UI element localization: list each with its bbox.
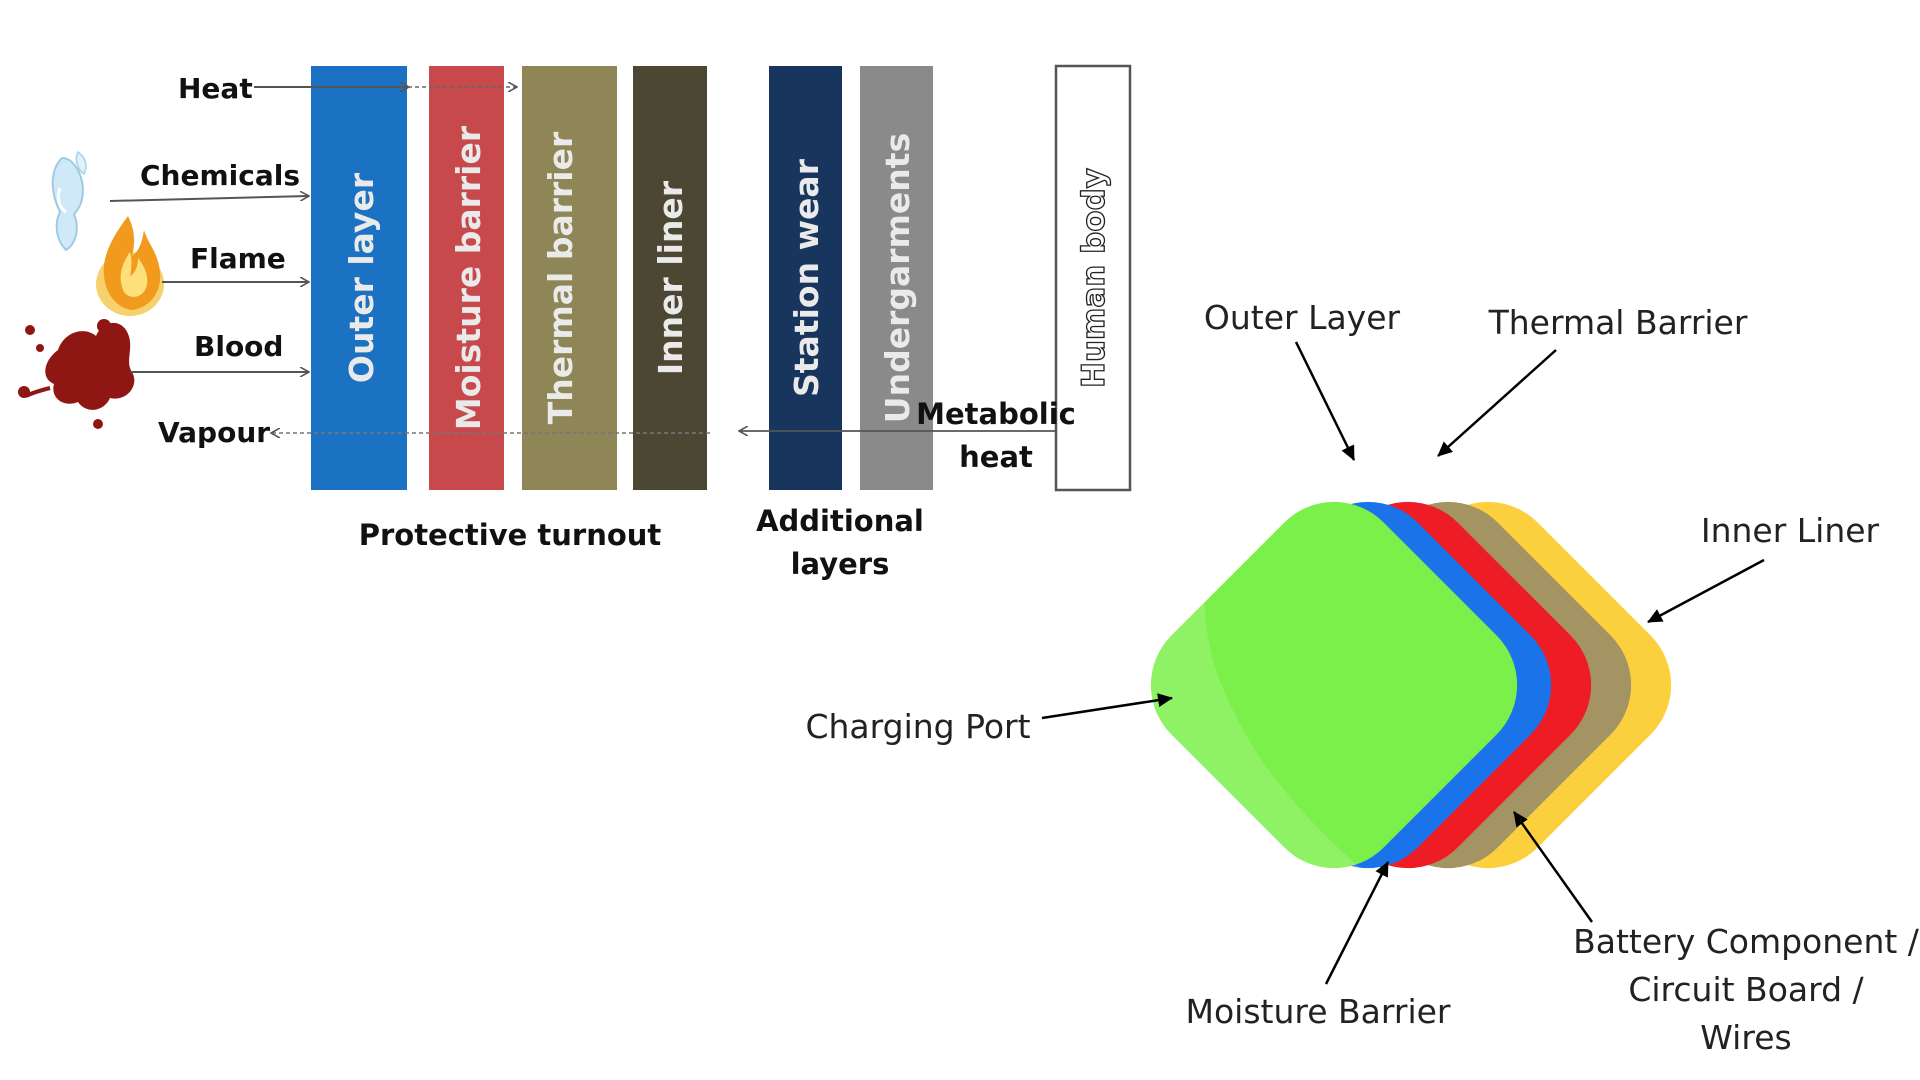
heat-label: Heat <box>178 72 253 105</box>
human-body-label: Human body <box>1076 168 1112 388</box>
metabolic-heat-label-line1: Metabolic <box>916 397 1076 431</box>
chemicals-label: Chemicals <box>140 159 300 192</box>
charging-port-highlight <box>1122 440 1360 873</box>
flame-label: Flame <box>190 242 286 275</box>
thermal-barrier-column <box>522 66 617 490</box>
outer-layer-column <box>311 66 407 490</box>
charging-port-shape <box>1150 501 1518 869</box>
flame-icon <box>96 216 164 316</box>
metabolic-heat-label-line2: heat <box>959 440 1033 474</box>
station-wear-label: Station wear <box>787 158 826 397</box>
inner-liner-pointer <box>1647 558 1765 624</box>
protective-turnout-label: Protective turnout <box>359 518 662 552</box>
station-wear-column <box>769 66 842 490</box>
moisture-barrier-callout: Moisture Barrier <box>1186 992 1451 1031</box>
chemicals-arrow <box>109 196 308 202</box>
inner-liner-label: Inner liner <box>651 180 690 375</box>
inner-liner-callout: Inner Liner <box>1701 511 1880 550</box>
vapour-label: Vapour <box>158 416 270 449</box>
inner-liner-column <box>633 66 707 490</box>
battery-component-callout-line3: Wires <box>1700 1018 1791 1057</box>
additional-layers-label-line2: layers <box>791 547 890 581</box>
thermal-barrier-label: Thermal barrier <box>541 131 580 424</box>
outer-layer-label: Outer layer <box>342 172 381 383</box>
battery-component-pointer <box>1512 811 1594 923</box>
human-body-column <box>1054 64 1132 492</box>
device-layers-diagram: Outer Layer Thermal Barrier Inner Liner … <box>805 298 1920 1057</box>
undergarments-label: Undergarments <box>878 133 917 423</box>
outer-layer-callout: Outer Layer <box>1204 298 1401 337</box>
firefighter-layers-diagram: Outer layer Moisture barrier Thermal bar… <box>18 64 1132 581</box>
additional-layers-label-line1: Additional <box>756 504 924 538</box>
chemicals-icon <box>51 150 87 252</box>
thermal-barrier-callout: Thermal Barrier <box>1488 303 1748 342</box>
charging-port-pointer <box>1041 693 1173 720</box>
blood-icon <box>18 319 135 429</box>
battery-component-callout-line1: Battery Component / <box>1573 922 1920 961</box>
moisture-barrier-column <box>429 66 504 490</box>
thermal-barrier-pointer <box>1437 349 1557 457</box>
moisture-barrier-pointer <box>1324 861 1390 985</box>
blood-label: Blood <box>194 330 283 363</box>
undergarments-column <box>860 66 933 490</box>
moisture-barrier-label: Moisture barrier <box>449 125 488 430</box>
outer-layer-pointer <box>1294 341 1356 461</box>
battery-component-callout-line2: Circuit Board / <box>1628 970 1864 1009</box>
charging-port-callout: Charging Port <box>805 707 1030 746</box>
